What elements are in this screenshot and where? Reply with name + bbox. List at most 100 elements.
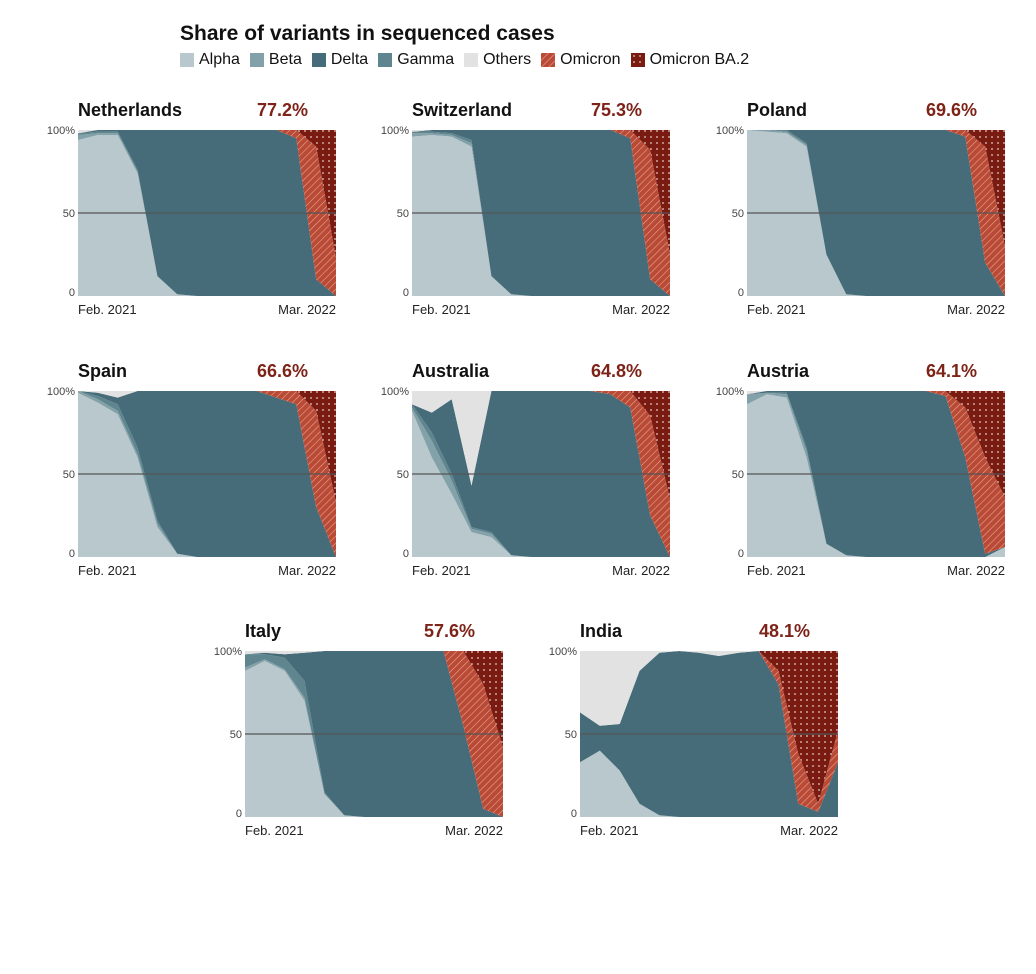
y-tick-label: 0 [69, 287, 75, 299]
panel-title: Australia [412, 361, 490, 381]
legend-label: Gamma [397, 51, 455, 68]
area-omicron [78, 130, 336, 296]
legend-swatch-alpha [180, 53, 194, 67]
x-tick-label: Mar. 2022 [278, 302, 336, 317]
panel-title: Poland [747, 100, 808, 120]
legend-item-alpha: Alpha [180, 51, 240, 69]
x-tick-label: Feb. 2021 [747, 563, 806, 578]
legend-label: Delta [330, 51, 369, 68]
legend-swatch-omicron-ba-2 [630, 53, 645, 67]
area-omicron-ba-2 [78, 391, 336, 503]
y-tick-label: 0 [403, 548, 409, 560]
legend-label: Alpha [199, 51, 240, 68]
panel-title: Netherlands [78, 100, 183, 120]
y-tick-label: 100% [716, 386, 744, 398]
x-tick-label: Mar. 2022 [278, 563, 336, 578]
area-omicron-ba-2 [245, 651, 503, 748]
y-tick-label: 50 [397, 469, 409, 481]
legend-label: Others [483, 51, 532, 68]
area-alpha [245, 661, 503, 817]
area-omicron-ba-2 [747, 391, 1005, 498]
y-tick-label: 50 [732, 208, 744, 220]
y-tick-label: 0 [571, 808, 577, 820]
area-alpha [78, 392, 336, 557]
legend-item-beta: Beta [249, 51, 302, 69]
y-tick-label: 0 [738, 548, 744, 560]
x-tick-label: Feb. 2021 [412, 563, 471, 578]
x-tick-label: Mar. 2022 [947, 302, 1005, 317]
area-chart: 0 50 100% Feb. 2021 Mar. 2022 [381, 125, 670, 317]
panel-poland: Poland 69.6% 0 50 100% Feb. 2021 Mar. 2022 [713, 100, 1013, 325]
legend-item-others: Others [464, 51, 531, 69]
y-tick-label: 0 [69, 548, 75, 560]
area-alpha [412, 135, 670, 296]
panel-headline-value: 64.1% [925, 361, 977, 381]
legend-item-gamma: Gamma [378, 51, 454, 69]
panel-switzerland: Switzerland 75.3% 0 50 100% Feb. 2021 Mar. 202… [378, 100, 678, 325]
legend-item-omicron: Omicron [541, 51, 621, 69]
x-tick-label: Feb. 2021 [580, 823, 639, 838]
area-omicron [580, 651, 838, 812]
panel-headline-value: 75.3% [590, 100, 642, 120]
y-tick-label: 0 [738, 287, 744, 299]
legend-swatch-gamma [378, 53, 393, 67]
area-alpha [747, 394, 1005, 557]
y-tick-label: 100% [381, 386, 409, 398]
y-tick-label: 100% [47, 125, 75, 137]
legend-label: Beta [268, 51, 302, 68]
panel-headline-value: 69.6% [925, 100, 977, 120]
y-tick-label: 50 [63, 208, 75, 220]
panel-australia: Australia 64.8% 0 50 100% Feb. 2021 Mar. 2022 [378, 361, 678, 586]
area-alpha [580, 750, 838, 817]
legend-swatch-delta [311, 53, 326, 67]
area-chart: 0 50 100% Feb. 2021 Mar. 2022 [716, 386, 1005, 578]
area-omicron-ba-2 [412, 391, 670, 499]
y-tick-label: 0 [236, 808, 242, 820]
y-tick-label: 100% [381, 125, 409, 137]
legend-item-omicron-ba-2: Omicron BA.2 [630, 51, 750, 69]
y-tick-label: 100% [47, 386, 75, 398]
area-alpha [412, 410, 670, 557]
area-chart: 0 50 100% Feb. 2021 Mar. 2022 [47, 125, 336, 317]
x-tick-label: Feb. 2021 [245, 823, 304, 838]
y-tick-label: 100% [716, 125, 744, 137]
y-tick-label: 50 [732, 469, 744, 481]
panel-italy: Italy 57.6% 0 50 100% Feb. 2021 Mar. 2022 [211, 621, 511, 846]
area-chart: 0 50 100% Feb. 2021 Mar. 2022 [549, 646, 838, 838]
y-tick-label: 50 [565, 729, 577, 741]
area-chart: 0 50 100% Feb. 2021 Mar. 2022 [214, 646, 503, 838]
area-chart: 0 50 100% Feb. 2021 Mar. 2022 [381, 386, 670, 578]
panel-title: Italy [245, 621, 282, 641]
area-gamma [747, 130, 1005, 296]
panel-austria: Austria 64.1% 0 50 100% Feb. 2021 Mar. 2022 [713, 361, 1013, 586]
y-tick-label: 50 [397, 208, 409, 220]
panel-headline-value: 48.1% [758, 621, 810, 641]
chart-title: Share of variants in sequenced cases [180, 22, 555, 45]
panel-spain: Spain 66.6% 0 50 100% Feb. 2021 Mar. 2022 [44, 361, 344, 586]
x-tick-label: Feb. 2021 [747, 302, 806, 317]
y-tick-label: 0 [403, 287, 409, 299]
x-tick-label: Feb. 2021 [412, 302, 471, 317]
y-tick-label: 50 [230, 729, 242, 741]
y-tick-label: 100% [549, 646, 577, 658]
legend-label: Omicron BA.2 [649, 51, 750, 68]
area-omicron [78, 391, 336, 557]
area-chart: 0 50 100% Feb. 2021 Mar. 2022 [47, 386, 336, 578]
x-tick-label: Mar. 2022 [445, 823, 503, 838]
panel-headline-value: 77.2% [256, 100, 308, 120]
area-omicron-ba-2 [580, 651, 838, 804]
x-tick-label: Mar. 2022 [612, 563, 670, 578]
panel-headline-value: 57.6% [423, 621, 475, 641]
legend-label: Omicron [560, 51, 621, 68]
y-tick-label: 100% [214, 646, 242, 658]
x-tick-label: Mar. 2022 [780, 823, 838, 838]
panel-netherlands: Netherlands 77.2% 0 50 100% Feb. 2021 Mar. 202… [44, 100, 344, 325]
legend-swatch-beta [249, 53, 264, 67]
panel-headline-value: 66.6% [256, 361, 308, 381]
area-omicron-ba-2 [412, 130, 670, 255]
area-omicron [747, 130, 1005, 296]
x-tick-label: Feb. 2021 [78, 563, 137, 578]
area-chart: 0 50 100% Feb. 2021 Mar. 2022 [716, 125, 1005, 317]
panel-headline-value: 64.8% [590, 361, 642, 381]
area-alpha [747, 130, 1005, 296]
